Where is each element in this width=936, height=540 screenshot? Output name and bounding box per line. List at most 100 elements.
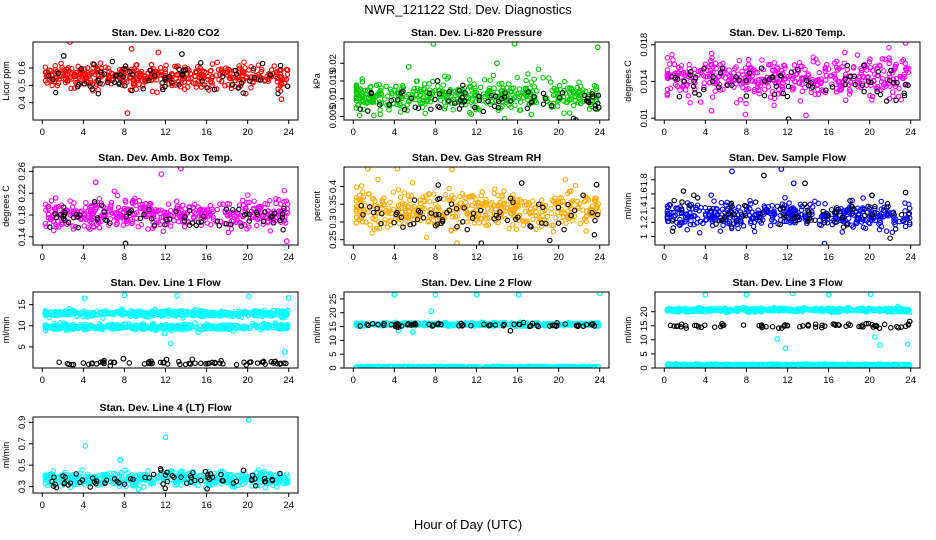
y-axis-label: ml/min — [312, 317, 322, 344]
outlier-point — [596, 292, 603, 297]
data-point — [504, 217, 511, 224]
data-point — [196, 74, 203, 80]
data-point — [61, 68, 68, 74]
outlier-point — [761, 172, 767, 179]
data-point — [790, 85, 797, 92]
data-point — [98, 202, 105, 208]
data-point — [736, 57, 743, 64]
y-tick-label: 1.8 — [639, 173, 650, 186]
data-point — [162, 221, 168, 228]
data-point — [200, 323, 207, 330]
data-point — [70, 226, 77, 232]
data-point — [61, 212, 68, 218]
data-point — [499, 93, 505, 99]
data-point — [756, 90, 762, 97]
data-point — [370, 215, 376, 222]
outlier-point — [409, 329, 416, 336]
data-point — [514, 201, 521, 208]
data-point — [430, 363, 437, 368]
data-point — [860, 224, 867, 231]
data-point — [460, 219, 466, 225]
data-point — [749, 78, 756, 84]
data-point — [844, 222, 850, 228]
data-point — [514, 91, 520, 97]
data-point — [854, 205, 861, 212]
data-point — [802, 66, 808, 73]
data-point — [427, 198, 433, 205]
data-point — [879, 56, 886, 62]
data-point — [376, 81, 382, 88]
data-point — [359, 219, 366, 225]
data-point — [593, 198, 599, 205]
data-point — [886, 44, 892, 51]
data-point — [491, 85, 497, 91]
data-point — [226, 326, 233, 333]
x-tick-label: 12 — [160, 252, 171, 263]
data-point — [376, 102, 383, 108]
y-tick-label: 0.3 — [328, 215, 339, 228]
data-point — [702, 217, 709, 224]
data-point — [568, 188, 574, 194]
data-point — [267, 72, 274, 78]
data-point — [573, 94, 579, 100]
data-point — [154, 89, 160, 96]
data-point — [790, 73, 797, 80]
data-point — [141, 211, 147, 218]
data-point — [210, 214, 216, 220]
data-point — [670, 57, 676, 63]
data-point — [495, 107, 502, 114]
data-point — [736, 204, 742, 210]
data-point — [780, 90, 786, 97]
data-point — [456, 106, 463, 112]
data-point — [860, 195, 866, 201]
data-point — [891, 219, 897, 226]
data-point — [728, 79, 734, 85]
data-point — [148, 308, 155, 315]
data-point — [757, 82, 763, 89]
data-point — [685, 93, 692, 99]
data-point — [580, 192, 586, 199]
data-point — [533, 226, 539, 233]
data-point — [869, 211, 876, 218]
data-point — [782, 195, 788, 201]
data-point — [130, 309, 137, 316]
data-point — [748, 65, 755, 72]
data-point — [375, 176, 381, 183]
data-point — [396, 220, 403, 226]
data-point — [246, 218, 253, 224]
x-tick-label: 0 — [662, 127, 667, 138]
data-point — [892, 63, 899, 70]
data-point — [44, 80, 50, 86]
data-point — [220, 201, 226, 208]
y-tick-label: 1.4 — [639, 202, 650, 215]
data-point — [475, 320, 482, 327]
data-point — [248, 85, 254, 91]
data-point — [544, 213, 551, 220]
data-point — [531, 93, 537, 100]
data-point — [186, 204, 193, 210]
data-point — [592, 105, 599, 112]
data-point — [162, 83, 168, 90]
data-point — [777, 72, 784, 79]
data-point — [717, 70, 724, 76]
data-point — [473, 98, 479, 104]
data-point — [538, 223, 545, 229]
outlier-point — [81, 295, 88, 302]
data-point — [383, 83, 389, 90]
data-point — [885, 213, 891, 219]
outlier-point — [902, 189, 909, 196]
data-point — [883, 98, 890, 104]
data-point — [664, 214, 671, 221]
data-point — [516, 107, 523, 113]
data-point — [159, 71, 165, 78]
data-point — [393, 211, 399, 218]
data-point — [583, 228, 589, 234]
x-tick-label: 20 — [242, 375, 253, 386]
data-point — [180, 315, 186, 321]
data-point — [771, 59, 778, 66]
data-point — [246, 67, 252, 73]
data-point — [123, 213, 129, 220]
data-point — [404, 107, 410, 114]
outlier-point — [178, 167, 184, 172]
